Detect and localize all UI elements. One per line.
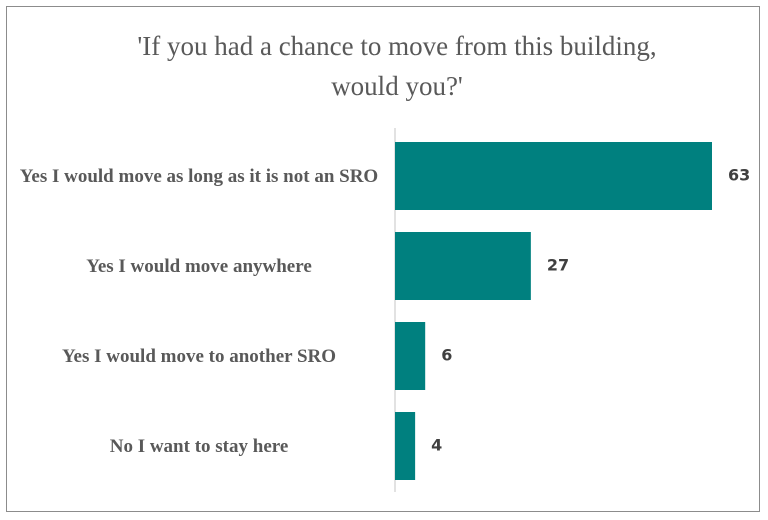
value-label: 27 — [547, 256, 569, 275]
category-label: Yes I would move to another SRO — [61, 345, 337, 367]
chart-title: 'If you had a chance to move from this b… — [137, 31, 657, 101]
category-label: Yes I would move as long as it is not an… — [19, 165, 379, 187]
value-label: 63 — [728, 166, 750, 185]
bar — [395, 142, 712, 210]
bar — [395, 232, 531, 300]
category-label: Yes I would move anywhere — [86, 255, 312, 277]
bar — [395, 322, 426, 390]
value-label: 4 — [431, 436, 442, 455]
bar — [395, 412, 416, 480]
value-label: 6 — [441, 346, 452, 365]
category-label: No I want to stay here — [109, 435, 289, 457]
chart-frame — [6, 6, 760, 512]
